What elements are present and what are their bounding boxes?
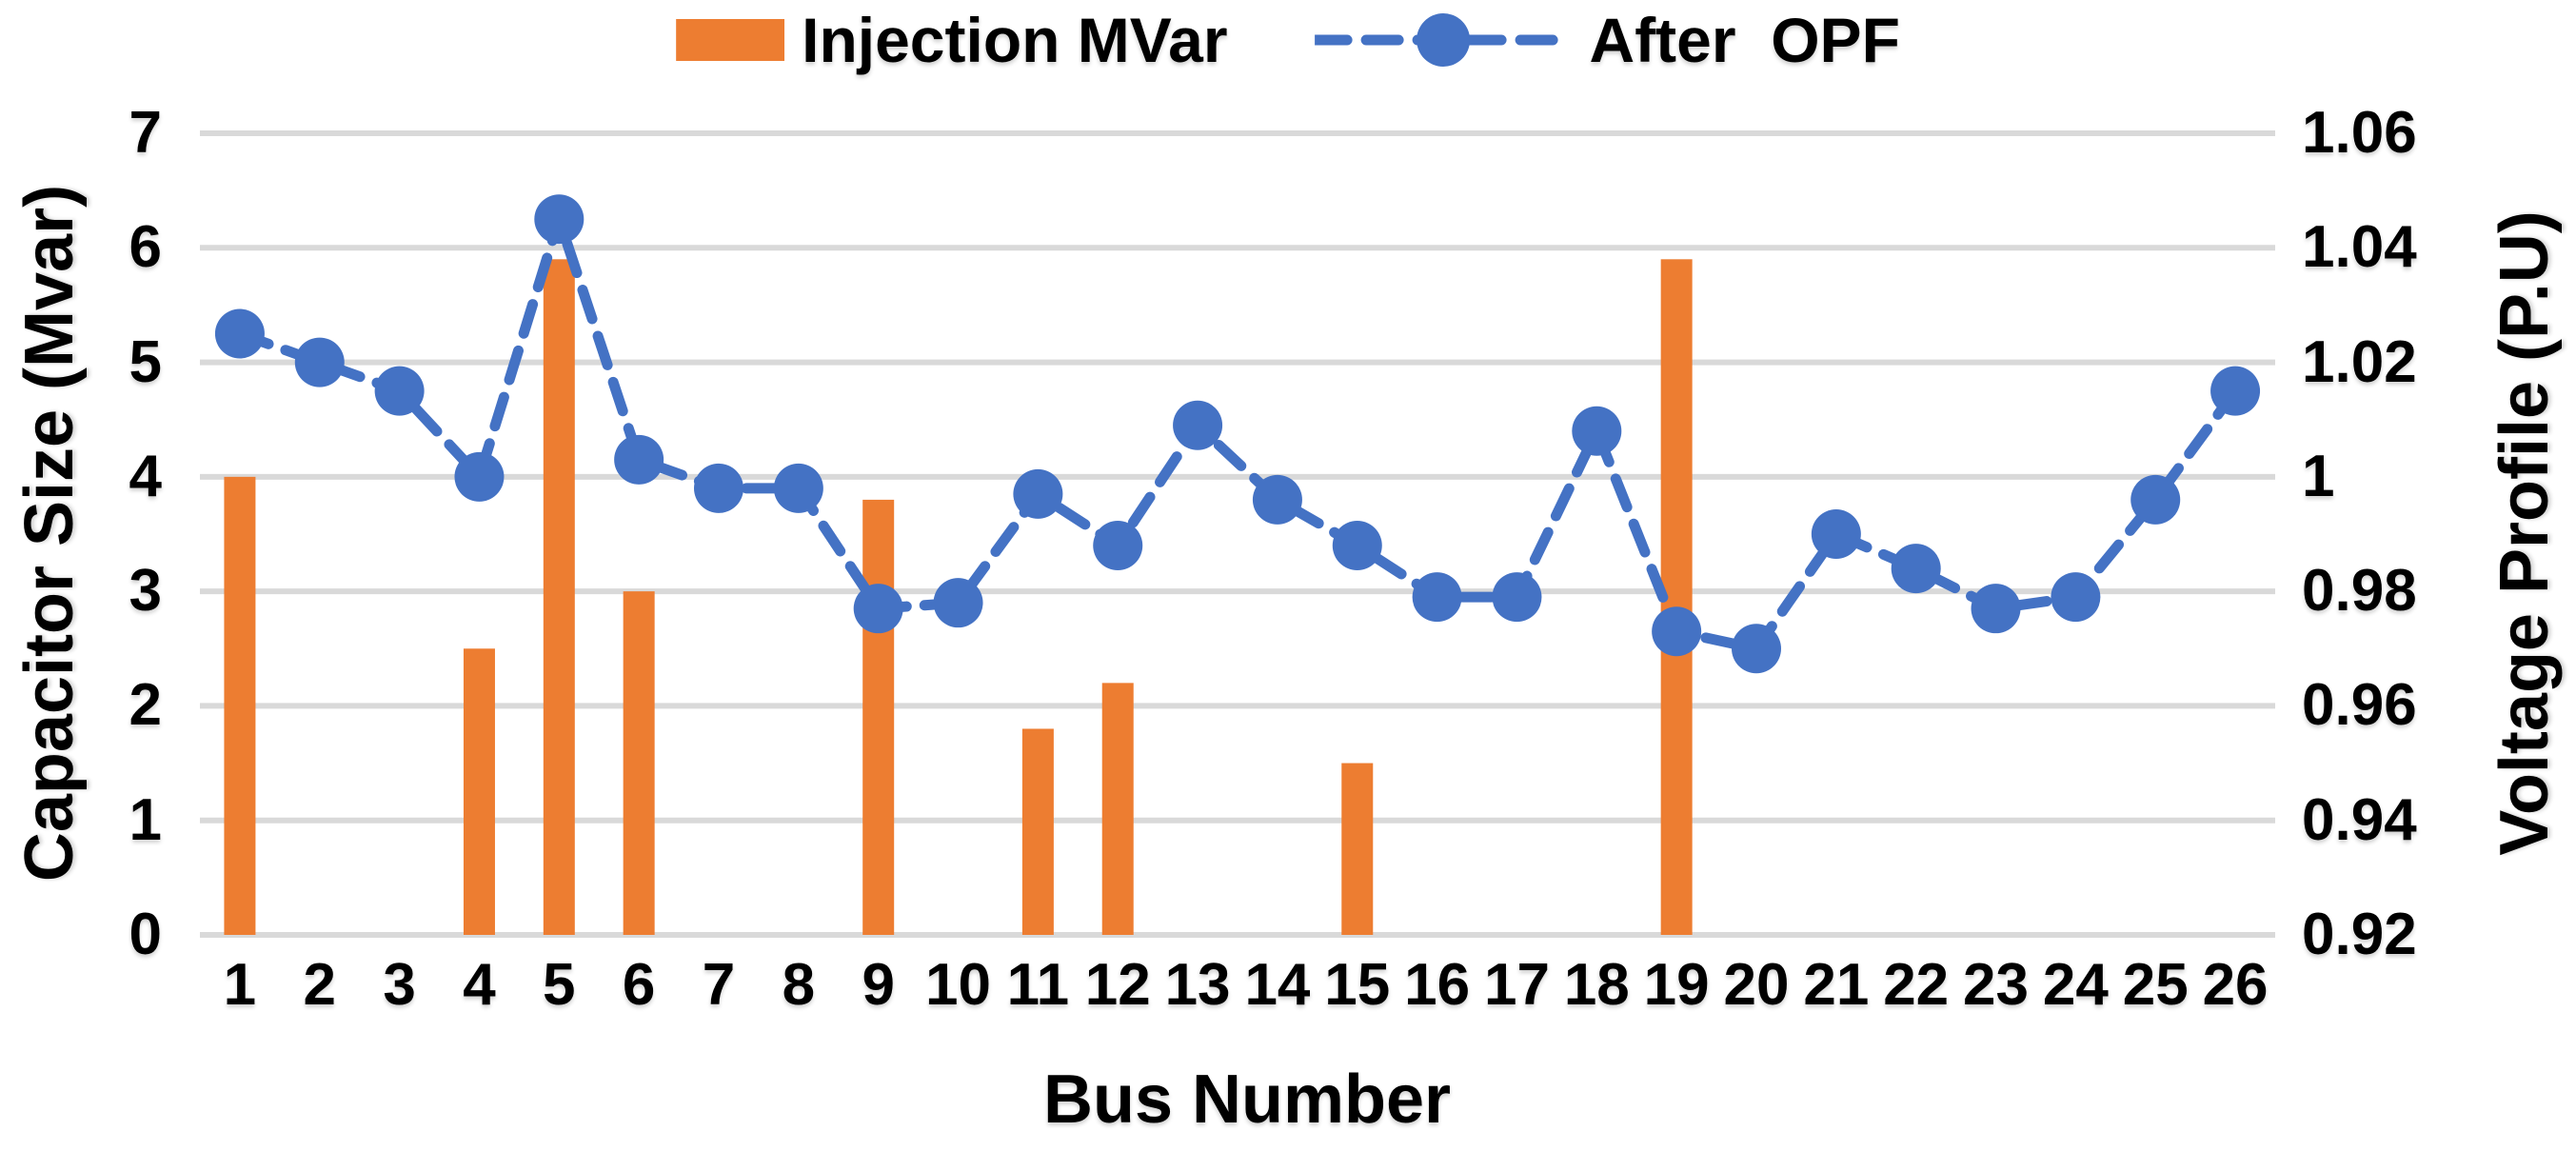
- x-tick-10: 10: [925, 952, 992, 1018]
- x-tick-3: 3: [383, 952, 416, 1018]
- left-tick-2: 2: [129, 672, 162, 739]
- left-tick-5: 5: [129, 328, 162, 395]
- right-tick-1.04: 1.04: [2302, 214, 2417, 281]
- marker-bus-7: [694, 463, 743, 513]
- x-tick-1: 1: [223, 952, 257, 1018]
- legend-item-after-opf: After OPF: [1315, 5, 1900, 75]
- marker-bus-16: [1412, 572, 1462, 623]
- marker-bus-19: [1652, 606, 1702, 657]
- x-tick-18: 18: [1563, 952, 1630, 1018]
- marker-bus-13: [1173, 400, 1223, 450]
- marker-bus-15: [1332, 521, 1382, 571]
- marker-bus-24: [2051, 572, 2101, 623]
- left-tick-1: 1: [129, 786, 162, 853]
- bar-bus-15: [1341, 763, 1374, 935]
- x-tick-13: 13: [1164, 952, 1231, 1018]
- x-tick-14: 14: [1244, 952, 1311, 1018]
- left-tick-6: 6: [129, 214, 162, 281]
- marker-bus-12: [1093, 521, 1143, 571]
- x-tick-8: 8: [782, 952, 816, 1018]
- x-tick-9: 9: [862, 952, 895, 1018]
- left-tick-7: 7: [129, 100, 162, 166]
- chart-legend: Injection MVar After OPF: [676, 8, 1900, 72]
- right-tick-0.94: 0.94: [2302, 786, 2417, 853]
- marker-bus-4: [454, 451, 505, 502]
- left-axis-title: Capacitor Size (Mvar): [11, 184, 88, 883]
- marker-bus-22: [1891, 544, 1941, 594]
- marker-bus-25: [2130, 474, 2181, 525]
- x-tick-21: 21: [1803, 952, 1870, 1018]
- x-tick-20: 20: [1723, 952, 1790, 1018]
- marker-bus-5: [534, 194, 585, 245]
- right-tick-0.92: 0.92: [2302, 902, 2417, 967]
- marker-bus-11: [1013, 468, 1063, 519]
- marker-bus-17: [1492, 572, 1542, 623]
- bar-bus-5: [543, 259, 575, 935]
- x-tick-17: 17: [1483, 952, 1550, 1018]
- marker-bus-14: [1252, 474, 1302, 525]
- marker-bus-9: [853, 584, 903, 634]
- right-tick-1.06: 1.06: [2302, 100, 2417, 166]
- line-after-opf: [234, 202, 2241, 655]
- legend-label-after-opf: After OPF: [1589, 5, 1900, 75]
- marker-bus-1: [214, 308, 265, 359]
- x-tick-26: 26: [2202, 952, 2269, 1018]
- legend-label-injection-mvar: Injection MVar: [802, 5, 1228, 75]
- left-tick-4: 4: [129, 443, 162, 509]
- left-tick-3: 3: [129, 558, 162, 625]
- x-tick-24: 24: [2042, 952, 2109, 1018]
- marker-bus-10: [933, 578, 983, 628]
- bar-bus-4: [463, 648, 495, 935]
- x-tick-4: 4: [463, 952, 496, 1018]
- marker-bus-2: [294, 337, 345, 387]
- marker-bus-18: [1572, 406, 1622, 456]
- x-tick-2: 2: [303, 952, 336, 1018]
- bar-bus-12: [1101, 683, 1134, 935]
- x-tick-15: 15: [1324, 952, 1391, 1018]
- bar-bus-9: [862, 499, 895, 935]
- x-tick-6: 6: [622, 952, 656, 1018]
- x-tick-11: 11: [1006, 952, 1070, 1018]
- right-tick-0.98: 0.98: [2302, 558, 2417, 625]
- marker-bus-8: [773, 463, 823, 513]
- legend-item-injection-mvar: Injection MVar: [676, 5, 1228, 75]
- marker-bus-3: [374, 366, 425, 416]
- x-tick-19: 19: [1643, 952, 1710, 1018]
- bar-bus-1: [224, 476, 256, 935]
- marker-bus-20: [1732, 624, 1781, 674]
- x-tick-7: 7: [702, 952, 736, 1018]
- marker-bus-23: [1971, 584, 2021, 634]
- right-tick-1: 1: [2302, 443, 2335, 509]
- right-axis-title: Voltage Profile (P.U): [2487, 210, 2563, 856]
- dashed-line-marker-icon: [1315, 13, 1573, 67]
- x-axis-title: Bus Number: [1042, 1062, 1452, 1138]
- x-tick-23: 23: [1963, 952, 2030, 1018]
- left-tick-0: 0: [129, 902, 162, 967]
- x-tick-12: 12: [1084, 952, 1151, 1018]
- marker-bus-26: [2210, 366, 2261, 416]
- bar-swatch-icon: [676, 19, 785, 61]
- right-tick-1.02: 1.02: [2302, 328, 2417, 395]
- x-tick-5: 5: [543, 952, 576, 1018]
- bar-bus-6: [623, 591, 655, 935]
- right-tick-0.96: 0.96: [2302, 672, 2417, 739]
- x-tick-25: 25: [2122, 952, 2189, 1018]
- x-tick-16: 16: [1404, 952, 1471, 1018]
- x-tick-22: 22: [1883, 952, 1950, 1018]
- marker-bus-21: [1811, 509, 1861, 559]
- marker-bus-6: [614, 434, 664, 485]
- bar-bus-11: [1021, 728, 1054, 935]
